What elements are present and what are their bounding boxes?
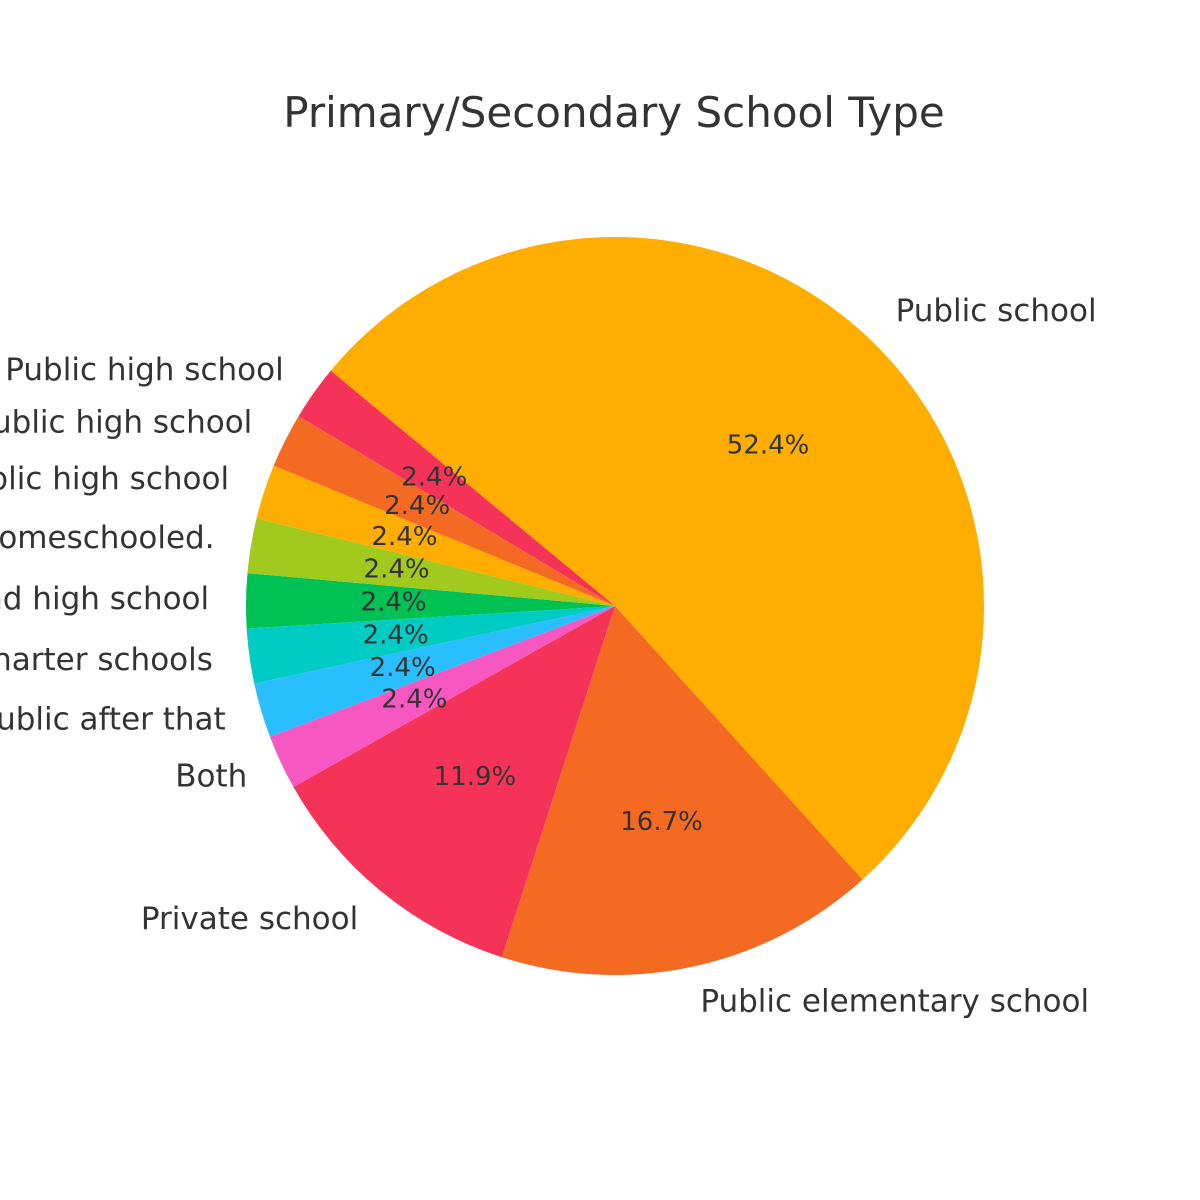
category-label-private-school: Private school bbox=[141, 901, 358, 937]
category-label-public-elementary-school: Public elementary school bbox=[700, 983, 1089, 1019]
slice-public-high-school bbox=[273, 416, 615, 606]
category-label-public-school: Public school bbox=[896, 293, 1097, 329]
percent-label-school-public-high-school: 2.4% bbox=[371, 522, 437, 552]
category-label-private-elementary-public-after-that: private elementary public after that bbox=[0, 701, 226, 737]
percent-label-public-high-school: 2.4% bbox=[384, 491, 450, 521]
category-label-public-high-school: , Public high school bbox=[0, 352, 284, 388]
category-label-homeschooling-and-charter-schools: Homeschooling, and Charter schools bbox=[0, 642, 213, 678]
percent-label-public-high-school: 2.4% bbox=[401, 463, 467, 493]
slice-private-school bbox=[293, 606, 615, 958]
percent-label-public-school: 52.4% bbox=[727, 431, 810, 461]
percent-label-onward-i-was-homeschooled: 2.4% bbox=[364, 554, 430, 584]
slice-homeschooling-and-charter-schools bbox=[246, 606, 616, 684]
percent-label-private-elementary-public-after-that: 2.4% bbox=[370, 653, 436, 683]
category-labels: Public school Public elementary school Pri… bbox=[0, 293, 1097, 1019]
slice-school-public-high-school bbox=[256, 465, 615, 606]
percent-label-both: 2.4% bbox=[381, 684, 447, 714]
percent-label-private-school: 11.9% bbox=[434, 762, 517, 792]
category-label-private-middle-and-high-school: private middle and high school bbox=[0, 581, 209, 617]
category-label-school-public-high-school: school, Public high school bbox=[0, 461, 229, 497]
percent-label-public-elementary-school: 16.7% bbox=[620, 807, 703, 837]
percent-label-homeschooling-and-charter-schools: 2.4% bbox=[363, 621, 429, 651]
slice-private-middle-and-high-school bbox=[246, 573, 615, 629]
chart-title: Primary/Secondary School Type bbox=[283, 88, 944, 137]
category-label-public-high-school: Public high school bbox=[0, 404, 252, 440]
category-label-both: Both bbox=[175, 758, 247, 794]
slice-both bbox=[269, 606, 615, 788]
category-label-onward-i-was-homeschooled: onward I was homeschooled. bbox=[0, 520, 215, 556]
slice-public-school bbox=[330, 236, 985, 880]
slice-private-elementary-public-after-that bbox=[254, 606, 615, 737]
percent-labels: 52.4%16.7%11.9%2.4%2.4%2.4%2.4%2.4%2.4%2… bbox=[361, 431, 810, 837]
percent-label-private-middle-and-high-school: 2.4% bbox=[361, 587, 427, 617]
slice-onward-i-was-homeschooled bbox=[247, 518, 615, 606]
slice-public-high-school bbox=[298, 370, 615, 606]
pie-slices bbox=[246, 236, 985, 975]
slice-public-elementary-school bbox=[501, 606, 863, 975]
